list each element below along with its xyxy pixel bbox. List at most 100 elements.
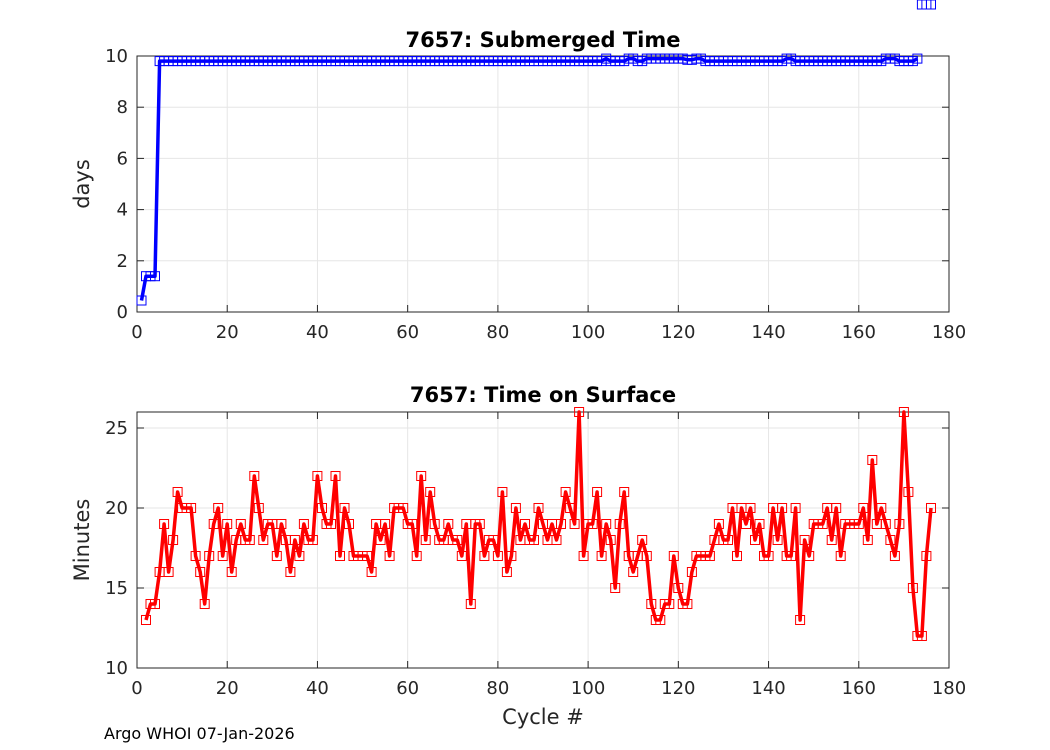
data-point [921,551,932,561]
tick-labels: 0 20 40 60 80 100 120 140 160 180 10 15 20 25 [105,418,966,699]
submerged-time-axes: 7657: Submerged Time 0 20 40 60 80 100 120 140 1… [70,0,966,343]
data-point [646,599,657,609]
data-point [862,535,873,545]
x-tick-label: 180 [932,322,966,343]
data-point [222,519,233,529]
y-tick-label: 10 [105,658,128,679]
x-tick-label: 140 [751,322,785,343]
x-tick-label: 160 [842,678,876,699]
x-tick-label: 20 [216,678,239,699]
y-tick-label: 20 [105,498,128,519]
data-point [150,599,160,609]
data-point [763,551,774,561]
data-point [686,567,697,577]
data-point [249,471,260,481]
data-point [276,519,287,529]
data-point [452,535,463,545]
data-point [465,599,476,609]
series-line [139,56,919,301]
data-point [858,503,869,513]
data-point [704,551,715,561]
chart-title: 7657: Submerged Time [405,28,680,52]
data-point [772,535,783,545]
data-point [411,551,422,561]
data-point [159,519,170,529]
plot-frame [136,55,950,313]
data-point [750,535,760,545]
data-point [867,455,878,465]
data-point [235,519,246,529]
data-point [510,503,521,513]
data-point [339,503,350,513]
data-point [817,519,828,529]
data-point [907,583,918,593]
data-point [637,535,648,545]
data-point [804,551,815,561]
data-point [506,551,517,561]
data-point [569,519,580,529]
data-point [172,487,183,497]
data-point [317,503,327,513]
data-point [141,615,151,625]
x-tick-label: 140 [751,678,785,699]
data-point [420,535,431,545]
x-tick-label: 60 [396,678,419,699]
data-point [244,535,255,545]
axes-box [136,411,950,669]
data-point [168,535,179,545]
y-axis-label: Minutes [70,499,94,582]
data-point [492,551,503,561]
x-axis-label: Cycle # [502,705,584,729]
data-point [786,551,797,561]
data-point [880,519,891,529]
data-point [429,519,440,529]
data-point [501,567,512,577]
data-point [926,503,936,513]
data-point [596,551,607,561]
x-tick-label: 20 [216,322,239,343]
data-point [258,535,269,545]
data-point [574,407,585,417]
data-point [533,503,544,513]
x-tick-label: 60 [396,322,419,343]
data-point [335,551,345,561]
data-point [344,519,354,529]
data-point [831,503,842,513]
data-point [497,487,508,497]
tick-labels: 0 20 40 60 80 100 120 140 160 180 0 2 4 6 8 10 [105,46,966,343]
data-point [398,503,409,513]
x-tick-label: 80 [486,678,509,699]
data-point [912,53,923,64]
data-point [330,471,341,481]
data-point [375,535,386,545]
data-point [384,551,395,561]
data-point [488,535,499,545]
data-point [655,615,666,625]
y-tick-label: 2 [117,251,128,272]
data-point [271,551,282,561]
data-point [777,503,788,513]
data-point [362,551,373,561]
data-point [474,519,485,529]
data-point [610,583,621,593]
data-point [732,551,742,561]
data-point [380,519,391,529]
data-point [741,519,751,529]
data-point [163,567,174,577]
data-point [195,567,206,577]
data-point [592,487,603,497]
data-point [443,519,454,529]
data-point [217,551,228,561]
y-tick-label: 15 [105,578,128,599]
data-point [835,551,846,561]
x-tick-label: 160 [842,322,876,343]
data-point [898,407,909,417]
data-point [587,519,598,529]
data-point [425,487,436,497]
data-point [150,271,160,282]
y-tick-label: 8 [117,97,128,118]
data-point [556,519,566,529]
data-point [795,615,806,625]
axes-box [136,55,950,313]
